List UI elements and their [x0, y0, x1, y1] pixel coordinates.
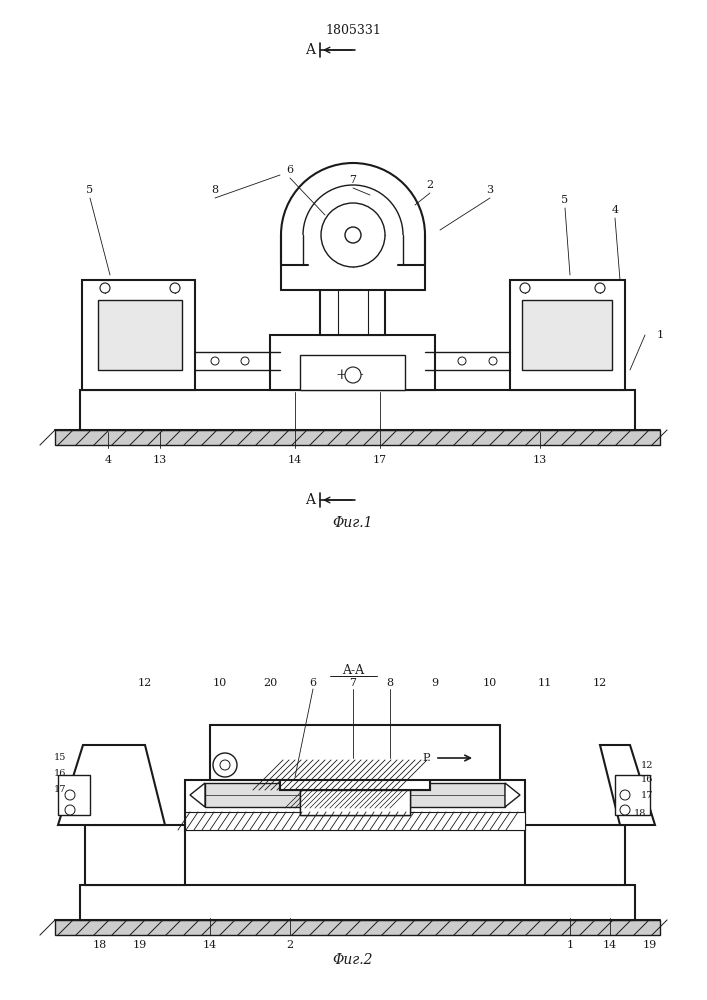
Bar	[210, 725, 500, 780]
Text: 14: 14	[603, 940, 617, 950]
Bar	[320, 290, 385, 335]
Text: 11: 11	[538, 678, 552, 688]
Text: 15: 15	[54, 752, 66, 762]
Text: 4: 4	[612, 205, 619, 215]
Text: Φиг.2: Φиг.2	[333, 953, 373, 967]
Circle shape	[345, 227, 361, 243]
Bar	[55, 430, 660, 445]
Bar	[300, 790, 410, 815]
Text: 17: 17	[641, 790, 653, 800]
Bar	[280, 760, 430, 790]
Text: 8: 8	[387, 678, 394, 688]
Bar	[205, 783, 505, 807]
Bar	[300, 790, 410, 815]
Text: A: A	[305, 493, 315, 507]
Bar	[85, 825, 185, 885]
Circle shape	[620, 790, 630, 800]
Bar	[185, 780, 525, 830]
Polygon shape	[190, 783, 205, 807]
Bar	[522, 300, 612, 370]
Text: 5: 5	[561, 195, 568, 205]
Circle shape	[213, 753, 237, 777]
Polygon shape	[600, 745, 655, 825]
Text: Φиг.1: Φиг.1	[333, 516, 373, 530]
Circle shape	[65, 790, 75, 800]
Circle shape	[100, 283, 110, 293]
Text: A: A	[305, 43, 315, 57]
Text: 18: 18	[633, 808, 646, 818]
Text: 19: 19	[133, 940, 147, 950]
Text: 16: 16	[54, 768, 66, 778]
Text: 2: 2	[426, 180, 433, 190]
Bar	[98, 300, 182, 370]
Polygon shape	[505, 783, 520, 807]
Text: 18: 18	[93, 940, 107, 950]
Text: 1: 1	[656, 330, 664, 340]
Text: 19: 19	[643, 940, 657, 950]
Text: 13: 13	[533, 455, 547, 465]
Bar	[280, 760, 430, 790]
Text: +: +	[352, 368, 364, 382]
Circle shape	[520, 283, 530, 293]
Text: 3: 3	[486, 185, 493, 195]
Text: 1805331: 1805331	[325, 23, 381, 36]
Circle shape	[321, 203, 385, 267]
Text: 10: 10	[483, 678, 497, 688]
Text: 20: 20	[263, 678, 277, 688]
Polygon shape	[58, 745, 165, 825]
Circle shape	[345, 367, 361, 383]
Circle shape	[170, 283, 180, 293]
Bar	[525, 825, 625, 885]
Circle shape	[241, 357, 249, 365]
Text: 13: 13	[153, 455, 167, 465]
Bar	[58, 775, 90, 815]
Bar	[82, 280, 195, 390]
Text: 9: 9	[431, 678, 438, 688]
Text: 17: 17	[373, 455, 387, 465]
Circle shape	[65, 805, 75, 815]
Circle shape	[620, 805, 630, 815]
Circle shape	[595, 283, 605, 293]
Bar	[185, 812, 525, 830]
Bar	[300, 355, 405, 390]
Text: 14: 14	[203, 940, 217, 950]
Bar	[270, 335, 435, 390]
Text: +: +	[335, 368, 347, 382]
Bar	[510, 280, 625, 390]
Text: A-A: A-A	[342, 664, 364, 676]
Circle shape	[211, 357, 219, 365]
Text: 10: 10	[213, 678, 227, 688]
Text: 12: 12	[138, 678, 152, 688]
Text: 7: 7	[349, 678, 356, 688]
Text: 12: 12	[593, 678, 607, 688]
Text: 7: 7	[349, 175, 356, 185]
Bar	[615, 775, 650, 815]
Text: 6: 6	[286, 165, 293, 175]
Bar	[55, 920, 660, 935]
Text: 4: 4	[105, 455, 112, 465]
Text: P.: P.	[423, 753, 431, 763]
Text: 6: 6	[310, 678, 317, 688]
Text: 8: 8	[211, 185, 218, 195]
Circle shape	[458, 357, 466, 365]
Circle shape	[489, 357, 497, 365]
Text: 14: 14	[288, 455, 302, 465]
Text: 17: 17	[54, 786, 66, 794]
Circle shape	[220, 760, 230, 770]
Text: 5: 5	[86, 185, 93, 195]
Text: 16: 16	[641, 776, 653, 784]
Text: 2: 2	[286, 940, 293, 950]
Bar	[80, 885, 635, 920]
Text: 12: 12	[641, 760, 653, 770]
Bar	[80, 390, 635, 430]
Text: 1: 1	[566, 940, 573, 950]
